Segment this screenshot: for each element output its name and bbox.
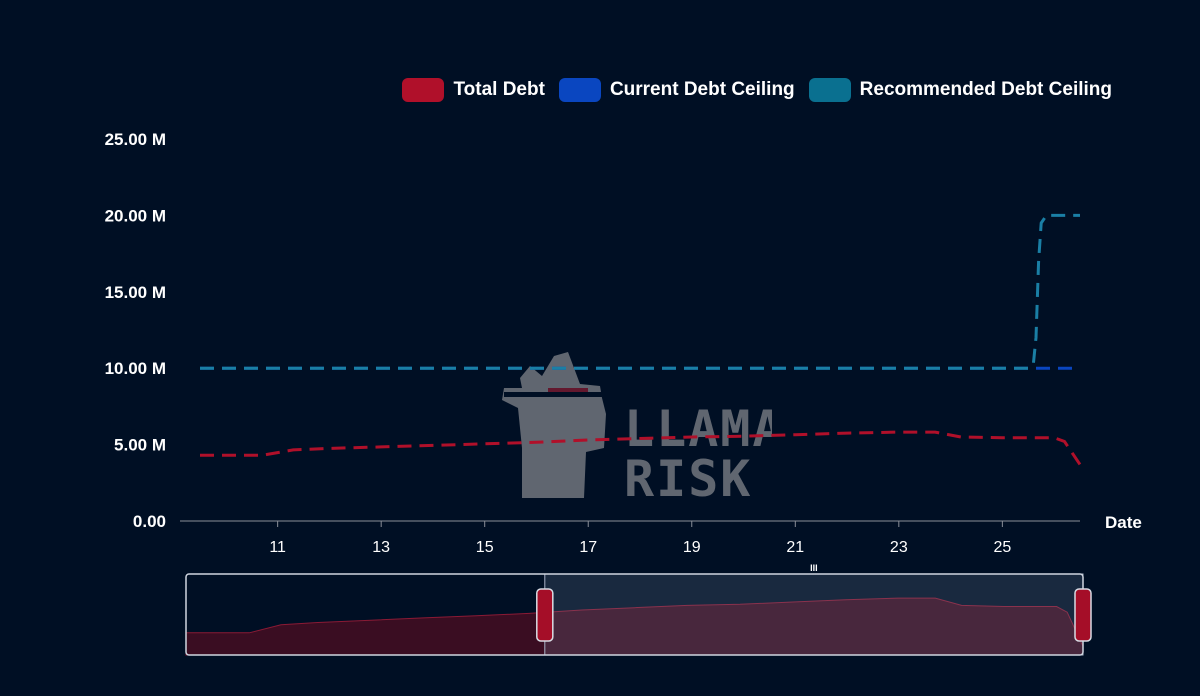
legend-item-total-debt[interactable]: Total Debt: [402, 78, 545, 102]
llama-risk-watermark: LLAMA RISK: [502, 348, 783, 508]
y-tick-label: 15.00 M: [105, 283, 166, 302]
slider-handle-left[interactable]: [536, 588, 554, 642]
legend-label: Recommended Debt Ceiling: [859, 79, 1112, 100]
y-tick-label: 0.00: [133, 512, 166, 531]
slider-handle-right[interactable]: [1074, 588, 1092, 642]
legend-item-current-debt-ceiling[interactable]: Current Debt Ceiling: [558, 78, 795, 102]
y-tick-label: 20.00 M: [105, 206, 166, 225]
y-tick-label: 5.00 M: [114, 436, 166, 455]
x-tick-label: 19: [683, 539, 701, 556]
y-tick-label: 25.00 M: [105, 130, 166, 149]
legend-item-recommended-debt-ceiling[interactable]: Recommended Debt Ceiling: [808, 78, 1112, 102]
slider-preview-area: [185, 597, 1084, 656]
series-line-recommended-debt-ceiling: [200, 213, 1080, 370]
watermark-text-llama: LLAMA: [624, 400, 772, 458]
legend-label: Current Debt Ceiling: [609, 79, 795, 100]
x-tick-label: 17: [579, 539, 597, 556]
legend-label: Total Debt: [453, 79, 545, 100]
x-tick-label: 13: [372, 539, 390, 556]
legend-swatch-current-ceiling: [558, 78, 601, 102]
x-tick-label: 15: [476, 539, 494, 556]
legend: Total Debt Current Debt Ceiling Recommen…: [388, 78, 1112, 102]
legend-swatch-recommended-ceiling: [808, 78, 851, 102]
slider-drag-grip-icon[interactable]: III: [810, 563, 818, 573]
y-tick-label: 10.00 M: [105, 359, 166, 378]
x-tick-label: 21: [786, 539, 804, 556]
zoom-slider[interactable]: III: [185, 563, 1092, 656]
x-axis-label: Date: [1105, 513, 1142, 532]
series-line-total-debt: [200, 430, 1082, 466]
legend-swatch-total-debt: [402, 78, 445, 102]
slider-selection[interactable]: [544, 573, 1084, 656]
x-tick-label: 11: [269, 539, 286, 556]
x-tick-label: 25: [993, 539, 1011, 556]
x-tick-label: 23: [890, 539, 908, 556]
